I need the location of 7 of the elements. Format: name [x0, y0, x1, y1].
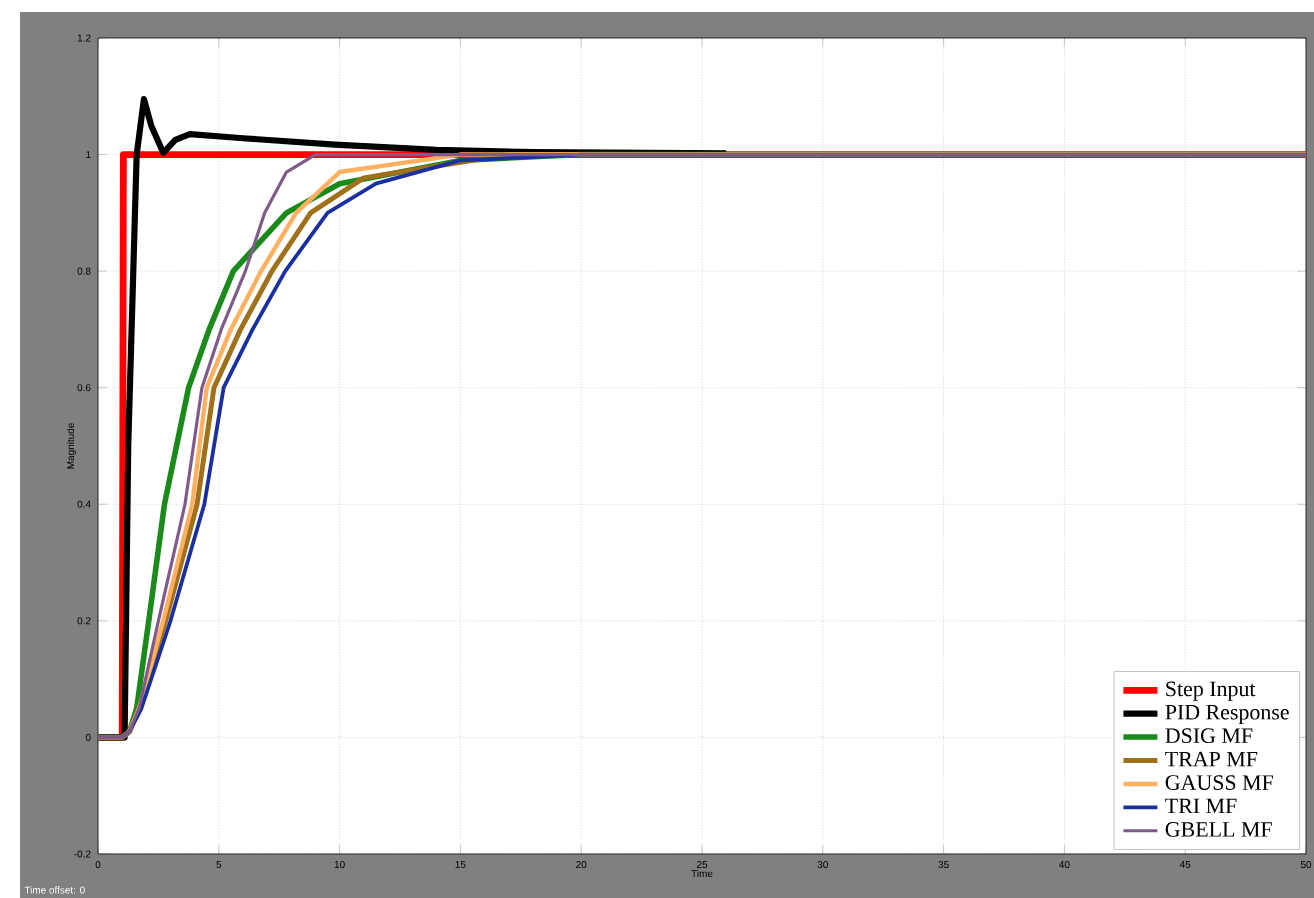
legend-label: Step Input [1166, 681, 1256, 701]
legend-label: PID Response [1165, 705, 1289, 725]
legend-label: DSIG MF [1165, 728, 1253, 744]
legend-label: TRI MF [1165, 798, 1237, 814]
legend-label: TRAP MF [1165, 751, 1258, 767]
legend-label: GAUSS MF [1165, 775, 1274, 790]
legend-label: GBELL MF [1165, 822, 1272, 837]
